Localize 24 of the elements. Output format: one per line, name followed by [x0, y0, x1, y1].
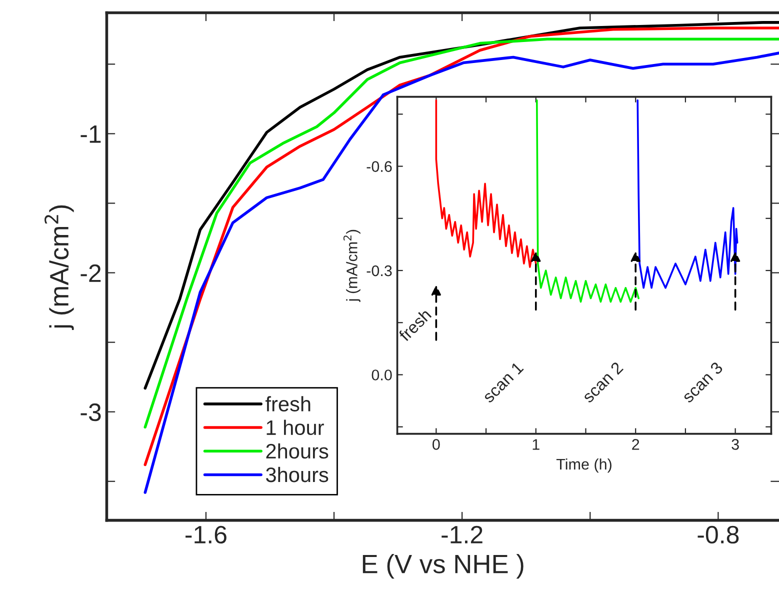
y-tick-label: 0.0	[372, 370, 392, 380]
y-tick-label: -0.3	[366, 265, 392, 276]
y-tick-label: -1	[80, 126, 101, 143]
x-tick-label: 1	[532, 439, 540, 450]
legend-label: fresh	[266, 396, 310, 412]
line-series	[636, 99, 738, 289]
x-axis-title: Time (h)	[556, 458, 612, 473]
line-series	[435, 99, 537, 268]
y-axis-title: j (mA/cm$^{2}$)	[44, 205, 74, 330]
legend-label: 3hours	[266, 466, 328, 482]
x-tick-label: 2	[632, 439, 640, 450]
legend-label: 1 hour	[266, 420, 324, 436]
y-tick-label: -2	[80, 264, 101, 282]
y-tick-label: -3	[80, 403, 101, 422]
y-tick-label: -0.6	[366, 161, 392, 172]
y-axis-title: j (mA/cm$^{2}$)	[343, 230, 360, 302]
legend-label: 2hours	[266, 443, 328, 459]
x-tick-label: 3	[732, 439, 739, 450]
x-tick-label: 0	[432, 439, 440, 450]
x-tick-label: -1.6	[186, 526, 226, 544]
line-series	[536, 99, 640, 303]
x-tick-label: -0.8	[698, 526, 739, 544]
x-axis-title: E (V vs NHE )	[362, 554, 524, 579]
x-tick-label: -1.2	[442, 526, 482, 544]
